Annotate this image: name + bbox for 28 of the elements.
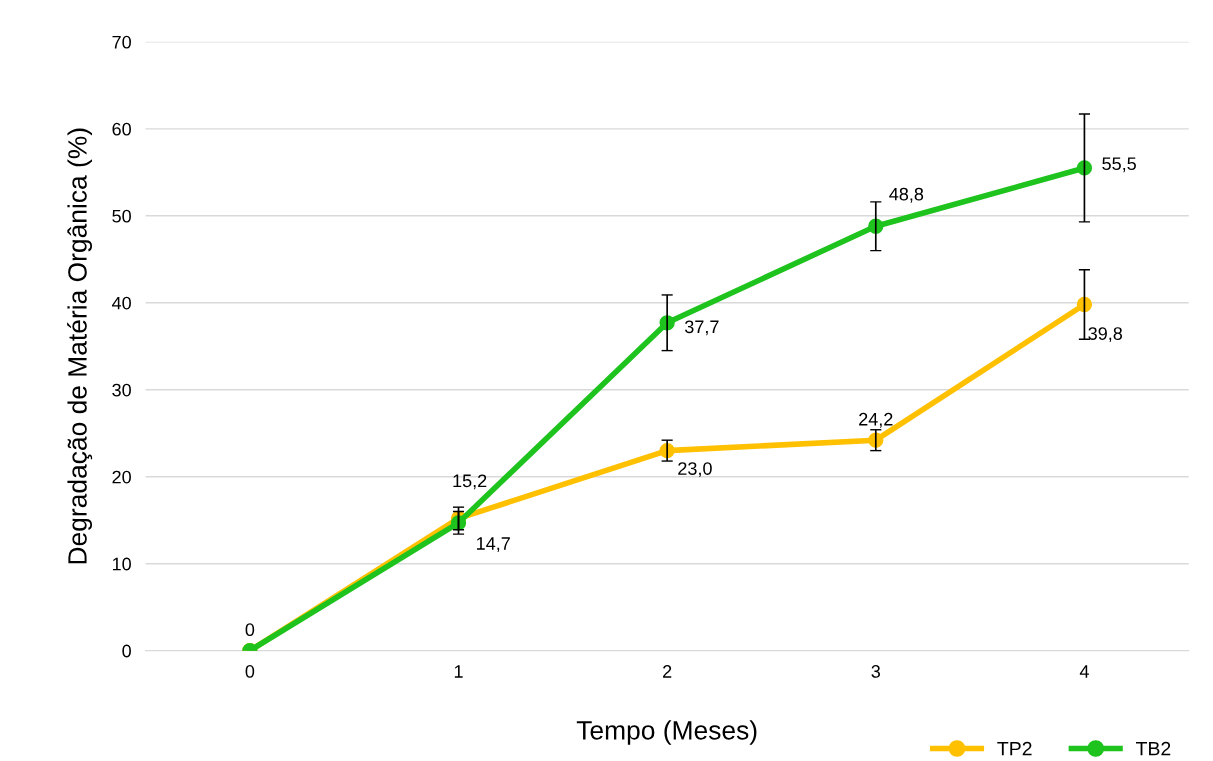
x-axis-title: Tempo (Meses) bbox=[576, 720, 757, 745]
data-label: 24,2 bbox=[859, 412, 893, 428]
point bbox=[1076, 160, 1093, 176]
x-tick-label: 3 bbox=[871, 665, 881, 678]
x-tick-label: 1 bbox=[454, 665, 463, 678]
data-label: 14,7 bbox=[477, 537, 510, 553]
data-label: 15,2 bbox=[453, 474, 487, 490]
y-tick-label: 50 bbox=[112, 209, 131, 223]
data-label: 23,0 bbox=[678, 462, 712, 478]
data-label: 48,8 bbox=[889, 187, 924, 203]
x-tick-label: 2 bbox=[663, 665, 672, 678]
y-tick-label: 70 bbox=[112, 35, 131, 49]
data-label: 0 bbox=[245, 623, 255, 637]
legend-label: TB2 bbox=[1136, 741, 1171, 756]
y-tick-label: 20 bbox=[112, 470, 131, 484]
y-tick-label: 30 bbox=[112, 383, 131, 397]
y-tick-label: 40 bbox=[112, 296, 131, 310]
data-label: 39,8 bbox=[1088, 327, 1123, 343]
legend-label: TP2 bbox=[997, 741, 1032, 756]
x-tick-label: 4 bbox=[1079, 665, 1089, 678]
point bbox=[1076, 296, 1093, 313]
x-tick-label: 0 bbox=[245, 665, 255, 678]
y-tick-label: 60 bbox=[112, 122, 131, 136]
y-tick-label: 10 bbox=[112, 557, 131, 571]
data-label: 37,7 bbox=[684, 320, 719, 336]
data-label: 55,5 bbox=[1102, 157, 1136, 173]
y-axis-title: Degradação de Matéria Orgânica (%) bbox=[67, 128, 93, 564]
y-tick-label: 0 bbox=[122, 644, 131, 658]
